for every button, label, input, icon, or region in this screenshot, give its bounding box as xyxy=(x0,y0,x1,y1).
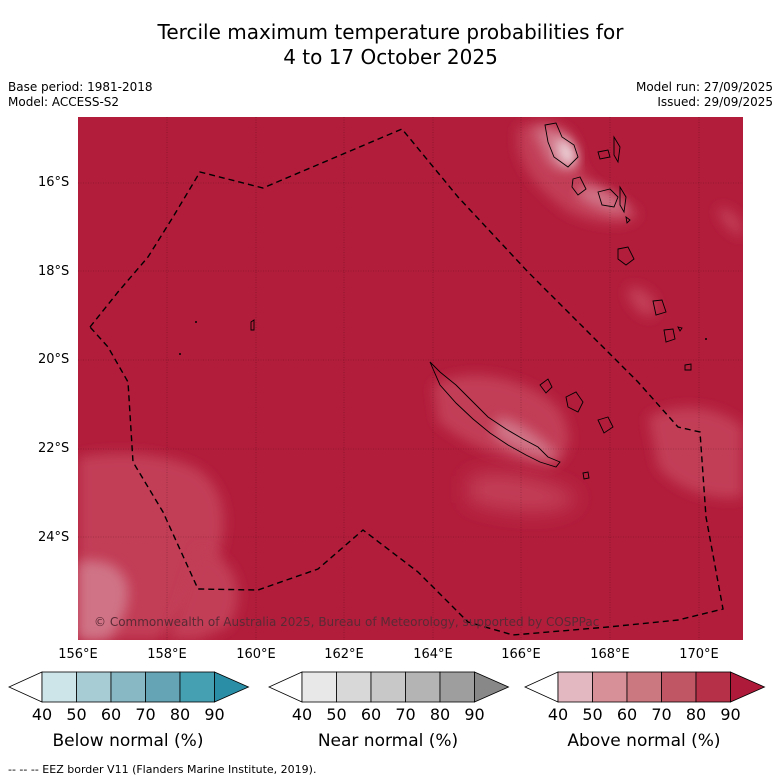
meta-left: Base period: 1981-2018 Model: ACCESS-S2 xyxy=(8,80,153,110)
near-normal-label: Near normal (%) xyxy=(317,731,459,751)
base-period: Base period: 1981-2018 xyxy=(8,80,153,94)
loyalty-island-3 xyxy=(597,416,614,434)
colorbar-tick-label: 90 xyxy=(464,705,485,724)
lat-label-16s: 16°S xyxy=(38,175,70,190)
new-caledonia-outline xyxy=(429,361,561,468)
colorbar-tick-label: 70 xyxy=(135,705,156,724)
model-run: Model run: 27/09/2025 xyxy=(635,80,773,94)
vanuatu-island-3 xyxy=(619,185,627,214)
colorbar-below-normal xyxy=(8,671,250,703)
loyalty-island-1 xyxy=(539,378,553,394)
lon-label-164e: 164°E xyxy=(413,647,453,662)
colorbar-extend-low xyxy=(268,671,303,703)
issued-date: Issued: 29/09/2025 xyxy=(657,95,773,109)
lon-label-170e: 170°E xyxy=(679,647,719,662)
lat-label-18s: 18°S xyxy=(38,264,70,279)
lon-label-168e: 168°E xyxy=(590,647,630,662)
meta-right: Model run: 27/09/2025 Issued: 29/09/2025 xyxy=(636,80,773,110)
colorbar-swatch xyxy=(405,671,441,703)
map-title: Tercile maximum temperature probabilitie… xyxy=(0,20,781,70)
copyright-text: © Commonwealth of Australia 2025, Bureau… xyxy=(94,615,599,629)
model-name: Model: ACCESS-S2 xyxy=(8,95,120,109)
colorbar-tick-label: 90 xyxy=(720,705,741,724)
vanuatu-island-7 xyxy=(677,326,683,332)
colorbar-swatch xyxy=(145,671,181,703)
loyalty-island-2 xyxy=(565,391,584,413)
colorbar-swatch xyxy=(592,671,628,703)
title-line-2: 4 to 17 October 2025 xyxy=(283,45,498,69)
lat-label-22s: 22°S xyxy=(38,441,70,456)
small-islands xyxy=(179,321,707,355)
colorbar-tick-label: 90 xyxy=(204,705,225,724)
tanna xyxy=(617,246,635,266)
colorbar-tick-label: 40 xyxy=(291,705,313,724)
colorbar-swatch xyxy=(439,671,475,703)
colorbar-swatch xyxy=(179,671,215,703)
map-panel: © Commonwealth of Australia 2025, Bureau… xyxy=(78,117,743,640)
graticule xyxy=(78,117,743,640)
below-normal-label: Below normal (%) xyxy=(52,731,204,751)
colorbar-tick-label: 40 xyxy=(547,705,569,724)
lat-label-24s: 24°S xyxy=(38,530,70,545)
vanuatu-island-5 xyxy=(652,299,667,316)
eez-footnote: -- -- -- EEZ border V11 (Flanders Marine… xyxy=(8,763,317,776)
colorbar-tick-label: 40 xyxy=(31,705,53,724)
colorbar-tick-label: 50 xyxy=(66,705,87,724)
malakula xyxy=(571,176,587,196)
colorbar-swatch xyxy=(76,671,112,703)
colorbar-tick-label: 80 xyxy=(685,705,707,724)
colorbar-extend-low xyxy=(8,671,43,703)
colorbar-tick-label: 70 xyxy=(651,705,672,724)
colorbar-extend-high xyxy=(474,671,510,703)
colorbar-above-normal xyxy=(524,671,766,703)
colorbar-tick-label: 80 xyxy=(429,705,451,724)
lon-label-162e: 162°E xyxy=(324,647,364,662)
lon-label-158e: 158°E xyxy=(147,647,187,662)
lon-label-160e: 160°E xyxy=(236,647,276,662)
lon-label-156e: 156°E xyxy=(58,647,98,662)
colorbar-extend-low xyxy=(524,671,559,703)
isle-of-pines xyxy=(582,471,590,480)
colorbar-swatch xyxy=(661,671,697,703)
above-normal-label: Above normal (%) xyxy=(567,731,721,751)
colorbar-tick-label: 50 xyxy=(582,705,603,724)
vanuatu-island-4 xyxy=(625,215,631,224)
lon-label-166e: 166°E xyxy=(501,647,541,662)
colorbar-tick-label: 60 xyxy=(616,705,638,724)
colorbar-swatch xyxy=(41,671,77,703)
colorbar-tick-label: 60 xyxy=(360,705,382,724)
colorbar-swatch xyxy=(557,671,593,703)
colorbar-tick-label: 50 xyxy=(326,705,347,724)
efate xyxy=(597,188,619,208)
probability-shading xyxy=(78,122,743,640)
colorbar-extend-high xyxy=(214,671,250,703)
colorbar-tick-label: 70 xyxy=(395,705,416,724)
vanuatu-island-1 xyxy=(597,149,611,160)
vanuatu-island-8 xyxy=(684,363,692,371)
colorbar-swatch xyxy=(626,671,662,703)
espiritu-santo xyxy=(544,122,579,168)
colorbar-swatch xyxy=(695,671,731,703)
colorbar-tick-label: 80 xyxy=(169,705,191,724)
colorbar-swatch xyxy=(301,671,337,703)
colorbar-near-normal xyxy=(268,671,510,703)
lat-label-20s: 20°S xyxy=(38,352,70,367)
vanuatu-island-2 xyxy=(613,135,621,164)
colorbar-swatch xyxy=(336,671,372,703)
colorbar-swatch xyxy=(370,671,406,703)
colorbar-extend-high xyxy=(730,671,766,703)
colorbar-tick-label: 60 xyxy=(100,705,122,724)
vanuatu-island-6 xyxy=(663,328,676,343)
colorbar-swatch xyxy=(110,671,146,703)
title-line-1: Tercile maximum temperature probabilitie… xyxy=(157,20,624,44)
landmasses xyxy=(250,122,692,480)
eez-border xyxy=(89,128,724,636)
chesterfield-reef xyxy=(250,319,255,331)
